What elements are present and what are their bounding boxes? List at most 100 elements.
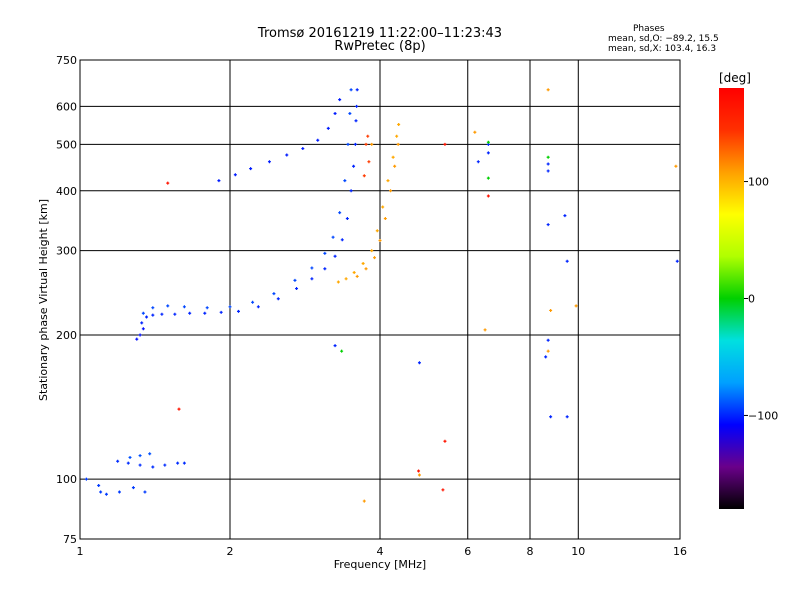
echo-point	[395, 134, 399, 138]
echo-point	[84, 477, 88, 481]
echo-point	[546, 162, 550, 166]
echo-point	[182, 461, 186, 465]
echo-point	[126, 461, 130, 465]
y-tick-label: 200	[56, 329, 77, 342]
echo-point	[378, 238, 382, 242]
echo-point	[219, 310, 223, 314]
echo-point	[228, 305, 232, 309]
echo-point	[340, 238, 344, 242]
y-axis-label: Stationary phase Virtual Height [km]	[37, 199, 50, 401]
echo-point	[549, 415, 553, 419]
echo-point	[546, 169, 550, 173]
echo-point	[348, 111, 352, 115]
echo-point	[333, 344, 337, 348]
echo-point	[355, 104, 359, 108]
echo-point	[151, 313, 155, 317]
echo-point	[389, 189, 393, 193]
echo-point	[391, 155, 395, 159]
x-tick-label: 16	[673, 545, 687, 558]
echo-point	[117, 490, 121, 494]
phases-title: Phases	[633, 24, 665, 34]
axis-ticks: 1 2 4 6 8 10 16 75 100 200 300 400 500 600 750	[56, 54, 687, 558]
y-tick-label: 400	[56, 185, 77, 198]
echo-point	[203, 311, 207, 315]
colorbar-unit-label: [deg]	[719, 71, 751, 85]
echo-point	[251, 300, 255, 304]
echo-point	[151, 465, 155, 469]
echo-point	[138, 454, 142, 458]
x-tick-label: 4	[377, 545, 384, 558]
echo-point	[295, 287, 299, 291]
y-tick-label: 75	[63, 533, 77, 546]
echo-point	[143, 490, 147, 494]
echo-point	[381, 205, 385, 209]
echo-point	[343, 179, 347, 183]
echo-point	[483, 328, 487, 332]
echo-point	[338, 98, 342, 102]
echo-point	[675, 259, 679, 263]
echo-point	[182, 305, 186, 309]
echo-point	[138, 463, 142, 467]
echo-point	[138, 333, 142, 337]
echo-point	[355, 88, 359, 92]
y-tick-label: 300	[56, 245, 77, 258]
echo-point	[366, 134, 370, 138]
echo-point	[340, 349, 344, 353]
echo-point	[272, 292, 276, 296]
echo-point	[205, 306, 209, 310]
echo-point	[349, 189, 353, 193]
grid-layer	[80, 60, 680, 539]
echo-point	[316, 138, 320, 142]
echo-point	[276, 297, 280, 301]
echo-point	[285, 153, 289, 157]
echo-point	[443, 142, 447, 146]
y-tick-label: 500	[56, 138, 77, 151]
echo-point	[293, 278, 297, 282]
echo-point	[396, 142, 400, 146]
echo-point	[417, 473, 421, 477]
echo-point	[104, 492, 108, 496]
echo-point	[546, 223, 550, 227]
echo-point	[375, 229, 379, 233]
colorbar-ticks: 100 0 −100	[744, 176, 778, 422]
echo-point	[486, 194, 490, 198]
x-tick-label: 2	[227, 545, 234, 558]
echo-point	[565, 259, 569, 263]
echo-point	[310, 277, 314, 281]
echo-point	[323, 251, 327, 255]
echo-point	[333, 254, 337, 258]
echo-point	[364, 267, 368, 271]
echo-point	[256, 305, 260, 309]
y-tick-label: 750	[56, 54, 77, 67]
echo-point	[217, 179, 221, 183]
echo-point	[344, 277, 348, 281]
echo-point	[393, 164, 397, 168]
echo-point	[99, 490, 103, 494]
echo-point	[267, 160, 271, 164]
echo-point	[97, 483, 101, 487]
echo-point	[323, 267, 327, 271]
echo-point	[397, 123, 401, 127]
echo-point	[128, 455, 132, 459]
echo-point	[417, 361, 421, 365]
echo-point	[370, 142, 374, 146]
chart-title: Tromsø 20161219 11:22:00–11:23:43	[257, 26, 503, 41]
echo-point	[473, 130, 477, 134]
echo-point	[249, 167, 253, 171]
echo-point	[441, 488, 445, 492]
x-tick-label: 8	[527, 545, 534, 558]
colorbar-tick-label: 100	[748, 176, 769, 189]
echo-point	[386, 179, 390, 183]
echo-point	[338, 211, 342, 215]
echo-point	[565, 415, 569, 419]
echo-point	[362, 499, 366, 503]
echo-point	[301, 147, 305, 151]
echo-point	[370, 249, 374, 253]
echo-point	[166, 181, 170, 185]
echo-point	[349, 88, 353, 92]
plot-frame	[79, 59, 681, 540]
echo-point	[353, 142, 357, 146]
echo-point	[355, 274, 359, 278]
echo-point	[333, 111, 337, 115]
